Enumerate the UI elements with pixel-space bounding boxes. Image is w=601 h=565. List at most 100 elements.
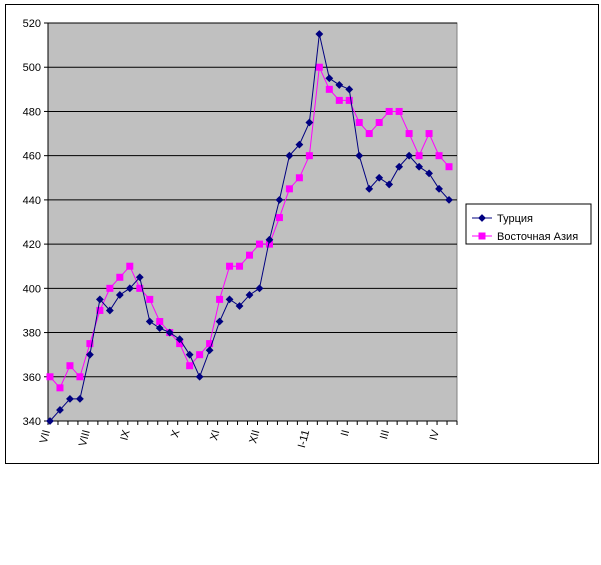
data-point bbox=[115, 291, 124, 299]
x-tick-label: XI bbox=[208, 429, 222, 442]
series-east-asia bbox=[46, 63, 453, 392]
y-tick-label: 460 bbox=[23, 151, 41, 163]
data-point bbox=[365, 130, 373, 138]
data-point bbox=[235, 302, 244, 310]
y-tick-label: 400 bbox=[23, 283, 41, 295]
x-tick-label: X bbox=[169, 428, 183, 439]
x-tick-label: IV bbox=[428, 428, 442, 442]
data-point bbox=[195, 372, 204, 381]
legend-label: Турция bbox=[497, 213, 533, 225]
data-point bbox=[305, 152, 313, 160]
data-point bbox=[415, 152, 423, 160]
data-point bbox=[236, 262, 244, 270]
data-point bbox=[135, 273, 144, 282]
data-point bbox=[325, 85, 333, 93]
y-tick-label: 440 bbox=[23, 195, 41, 207]
data-point bbox=[395, 107, 403, 115]
data-point bbox=[365, 184, 374, 193]
data-point bbox=[255, 240, 263, 248]
data-point bbox=[405, 130, 413, 138]
data-point bbox=[96, 306, 104, 314]
data-point bbox=[56, 406, 64, 414]
data-point bbox=[285, 151, 294, 160]
legend-label: Восточная Азия bbox=[497, 231, 578, 243]
chart-frame: 340 360 380 400 420 440 460 480 500 520 VII VIII IX X… bbox=[5, 4, 599, 464]
data-point bbox=[155, 324, 164, 333]
data-point bbox=[56, 384, 64, 392]
data-point bbox=[246, 251, 254, 259]
data-point bbox=[405, 151, 414, 160]
y-tick-label: 340 bbox=[23, 416, 41, 428]
data-point bbox=[385, 107, 393, 115]
data-point bbox=[46, 373, 54, 381]
x-tick-label: VII bbox=[38, 429, 53, 445]
data-point bbox=[76, 394, 84, 403]
data-point bbox=[445, 195, 453, 204]
data-point bbox=[146, 295, 154, 303]
data-point bbox=[385, 180, 394, 189]
data-point bbox=[315, 63, 323, 71]
line-chart: 340 360 380 400 420 440 460 480 500 520 VII VIII IX X… bbox=[23, 18, 592, 450]
data-point bbox=[105, 306, 114, 315]
data-point bbox=[125, 284, 134, 293]
data-point bbox=[215, 317, 224, 326]
data-point bbox=[205, 346, 214, 355]
legend-marker-square bbox=[478, 232, 486, 240]
data-point bbox=[425, 130, 433, 138]
y-tick-label: 520 bbox=[23, 18, 41, 30]
data-point bbox=[435, 152, 443, 160]
data-point bbox=[285, 185, 293, 193]
data-point bbox=[46, 417, 54, 425]
data-point bbox=[445, 163, 453, 171]
x-tick-label: III bbox=[378, 429, 392, 441]
data-point bbox=[175, 335, 184, 344]
x-tick-label: XII bbox=[247, 429, 262, 445]
data-point bbox=[355, 119, 363, 126]
data-point bbox=[355, 151, 364, 160]
data-point bbox=[345, 96, 353, 104]
series-turkey bbox=[46, 30, 453, 425]
data-point bbox=[275, 195, 284, 204]
data-point bbox=[85, 350, 94, 359]
data-point bbox=[245, 291, 254, 299]
y-tick-label: 480 bbox=[23, 106, 41, 118]
data-point bbox=[335, 81, 344, 89]
data-point bbox=[76, 373, 84, 381]
data-point bbox=[435, 184, 443, 193]
gridlines bbox=[48, 22, 457, 378]
data-point bbox=[145, 317, 154, 326]
data-point bbox=[95, 295, 104, 304]
data-point bbox=[425, 169, 433, 178]
plot-area bbox=[47, 22, 458, 422]
data-point bbox=[325, 74, 334, 83]
legend-box bbox=[465, 203, 592, 245]
series bbox=[46, 30, 453, 425]
data-point bbox=[315, 30, 324, 38]
data-point bbox=[295, 174, 303, 182]
data-point bbox=[116, 273, 124, 281]
data-point bbox=[395, 162, 404, 171]
x-tick-label: IX bbox=[118, 428, 132, 442]
data-point bbox=[415, 162, 424, 171]
y-tick-label: 500 bbox=[23, 62, 41, 74]
x-tick-label: VIII bbox=[77, 429, 93, 448]
data-point bbox=[186, 362, 194, 370]
data-point bbox=[196, 351, 204, 359]
data-point bbox=[305, 118, 314, 127]
x-tick-label: II bbox=[339, 429, 352, 438]
data-point bbox=[66, 362, 74, 370]
data-point bbox=[156, 318, 164, 325]
data-point bbox=[255, 284, 264, 293]
data-point bbox=[126, 262, 134, 270]
legend: Турция Восточная Азия bbox=[465, 203, 592, 245]
data-point bbox=[225, 295, 234, 304]
data-point bbox=[265, 235, 274, 244]
data-point bbox=[86, 340, 94, 348]
y-tick-label: 420 bbox=[23, 239, 41, 251]
x-tick-label: I-11 bbox=[296, 429, 312, 450]
data-point bbox=[226, 262, 234, 270]
data-point bbox=[295, 140, 304, 149]
data-point bbox=[345, 85, 354, 94]
data-point bbox=[375, 173, 384, 182]
legend-marker-diamond bbox=[478, 214, 486, 222]
